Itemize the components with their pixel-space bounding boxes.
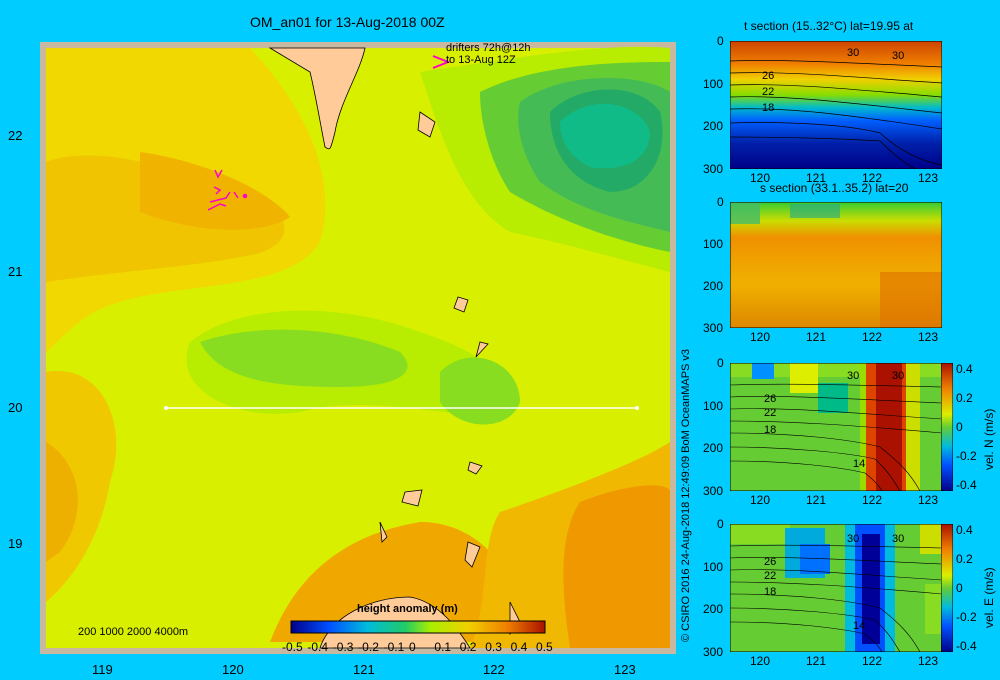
t-contour-label: 22 (762, 86, 775, 98)
section-y-tick: 200 (703, 279, 724, 293)
section-y-tick: 0 (717, 517, 724, 531)
main-title: OM_an01 for 13-Aug-2018 00Z (250, 14, 445, 30)
section-x-tick: 122 (862, 654, 883, 668)
section-x-tick: 121 (806, 330, 827, 344)
colorbar-tick: -0.1 (383, 640, 405, 654)
section-x-tick: 121 (806, 171, 827, 185)
vel-colorbar-tick: -0.4 (956, 639, 977, 653)
section-x-tick: 120 (750, 330, 771, 344)
n-contour-label: 14 (853, 458, 866, 470)
colorbar-tick: 0.4 (510, 640, 528, 654)
section-x-tick: 122 (862, 171, 883, 185)
vel-colorbar-tick: 0.2 (956, 391, 973, 405)
n-contour-label: 26 (764, 393, 777, 405)
section-x-tick: 122 (862, 330, 883, 344)
height-anomaly-colorbar (290, 620, 546, 634)
vel-e-label: vel. E (m/s) (982, 567, 996, 628)
map-x-tick: 120 (222, 662, 244, 677)
section-y-tick: 100 (703, 76, 724, 91)
section-y-tick: 100 (703, 398, 724, 413)
n-contour-label: 22 (764, 407, 777, 419)
drifters-legend-line2: to 13-Aug 12Z (446, 54, 516, 66)
n-contour-label: 30 (892, 370, 905, 382)
e-contour-label: 26 (764, 556, 777, 568)
section-y-tick: 300 (703, 321, 724, 335)
drifters-legend-line1: drifters 72h@12h (446, 42, 531, 54)
section-x-tick: 120 (750, 493, 771, 507)
section-y-tick: 200 (703, 119, 724, 134)
map-y-tick: 20 (8, 400, 23, 415)
s-section-panel (730, 202, 942, 328)
colorbar-label: height anomaly (m) (357, 603, 458, 615)
n-contour-label: 18 (764, 424, 777, 436)
section-x-tick: 121 (806, 654, 827, 668)
colorbar-tick: -0.3 (332, 640, 354, 654)
copyright-text: © CSIRO 2016 24-Aug-2018 12:49:09 BoM Oc… (680, 348, 692, 642)
map-y-tick: 22 (8, 128, 23, 143)
colorbar-tick: 0 (409, 640, 416, 654)
map-x-tick: 123 (614, 662, 636, 677)
section-y-tick: 300 (703, 645, 724, 659)
vel-colorbar-tick: 0.2 (956, 552, 973, 566)
vel-colorbar-tick: 0.4 (956, 362, 973, 376)
section-x-tick: 123 (918, 493, 939, 507)
depth-legend: 200 1000 2000 4000m (78, 626, 189, 638)
colorbar-tick: -0.4 (307, 640, 329, 654)
section-x-tick: 122 (862, 493, 883, 507)
map-x-tick: 119 (92, 662, 113, 677)
vel-colorbar-tick: 0.4 (956, 523, 973, 537)
height-anomaly-map (40, 42, 676, 654)
e-contour-label: 14 (853, 620, 866, 632)
vel-colorbar-tick: -0.4 (956, 478, 977, 492)
e-contour-label: 18 (764, 586, 777, 598)
vel-n-panel (730, 363, 942, 491)
vel-n-label: vel. N (m/s) (982, 408, 996, 470)
t-contour-label: 30 (892, 50, 905, 62)
vel-colorbar-tick: 0 (956, 420, 963, 434)
colorbar-tick: -0.2 (358, 640, 379, 654)
map-y-tick: 21 (8, 264, 23, 279)
section-x-tick: 120 (750, 654, 771, 668)
e-contour-label: 30 (892, 533, 905, 545)
vel-colorbar-tick: -0.2 (956, 610, 977, 624)
section-x-tick: 123 (918, 330, 939, 344)
map-x-tick: 121 (353, 662, 375, 677)
section-y-tick: 0 (717, 356, 724, 370)
e-contour-label: 22 (764, 570, 777, 582)
drifter-legend-arrow (432, 55, 451, 69)
vel-colorbar-tick: 0 (956, 581, 963, 595)
t-section-title: t section (15..32°C) lat=19.95 at (744, 19, 914, 33)
vel-e-panel (730, 524, 942, 652)
section-y-tick: 200 (703, 602, 724, 617)
colorbar-tick: 0.5 (536, 640, 553, 654)
vel-colorbar-tick: -0.2 (956, 449, 977, 463)
t-contour-label: 30 (847, 47, 860, 59)
section-y-tick: 0 (717, 34, 724, 48)
s-section-title: s section (33.1..35.2) lat=20 (760, 181, 909, 195)
section-y-tick: 300 (703, 162, 724, 176)
section-y-tick: 100 (703, 559, 724, 574)
map-y-tick: 19 (8, 536, 23, 551)
drifter-tracks (207, 169, 248, 211)
map-x-tick: 122 (483, 662, 505, 677)
t-contour-label: 26 (762, 70, 775, 82)
colorbar-tick: 0.3 (485, 640, 502, 654)
n-contour-label: 30 (847, 370, 860, 382)
section-x-tick: 121 (806, 493, 827, 507)
section-x-tick: 120 (750, 171, 771, 185)
colorbar-tick: 0.2 (459, 640, 477, 654)
colorbar-tick: -0.5 (282, 640, 303, 654)
e-contour-label: 30 (847, 533, 860, 545)
colorbar-tick: 0.1 (434, 640, 452, 654)
section-y-tick: 300 (703, 484, 724, 498)
t-section-panel (730, 41, 942, 169)
vel-n-colorbar (941, 363, 953, 491)
section-x-tick: 123 (918, 171, 939, 185)
vel-e-colorbar (941, 524, 953, 652)
section-x-tick: 123 (918, 654, 939, 668)
section-y-tick: 0 (717, 195, 724, 209)
section-y-tick: 100 (703, 237, 724, 251)
section-y-tick: 200 (703, 441, 724, 456)
t-contour-label: 18 (762, 102, 775, 114)
